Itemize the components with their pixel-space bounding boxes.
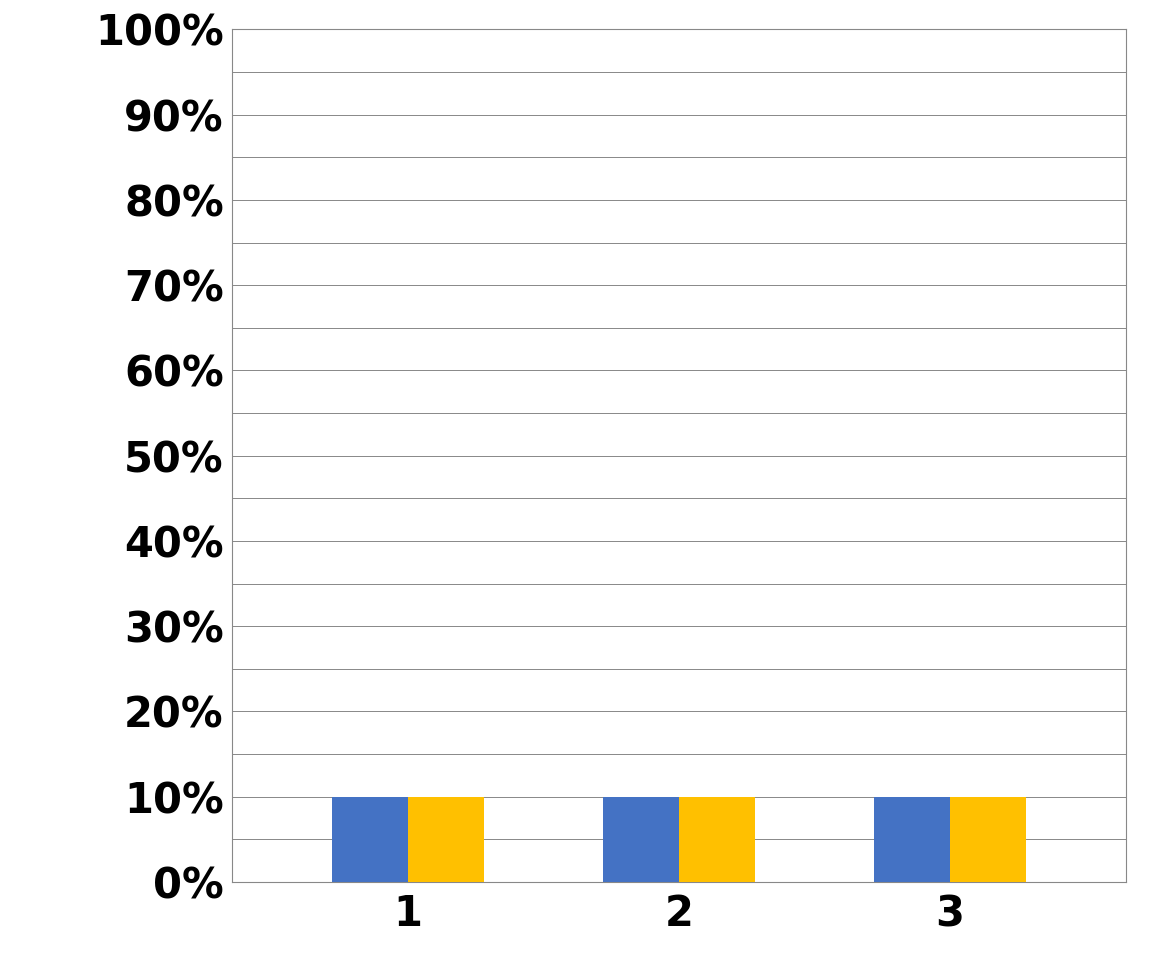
Bar <box>409 797 484 882</box>
Bar <box>604 797 679 882</box>
Bar <box>332 797 409 882</box>
Bar <box>679 797 755 882</box>
Bar <box>950 797 1026 882</box>
Bar <box>874 797 950 882</box>
